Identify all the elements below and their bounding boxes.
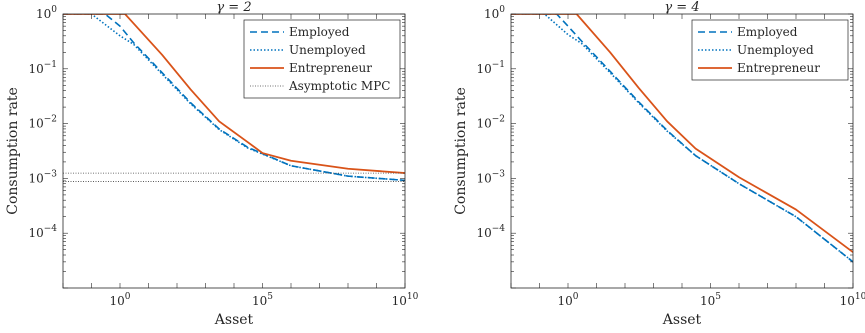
tick-marks bbox=[62, 13, 406, 289]
x-tick-label: 1010 bbox=[392, 292, 419, 308]
x-axis-label: Asset bbox=[214, 312, 254, 328]
legend-box bbox=[243, 19, 401, 99]
y-tick-label: 10−3 bbox=[28, 169, 57, 185]
y-tick-label: 10−4 bbox=[476, 224, 505, 240]
x-tick-label: 105 bbox=[252, 292, 273, 308]
legend-label: Employed bbox=[289, 25, 350, 39]
legend-label: Entrepreneur bbox=[289, 61, 372, 75]
y-tick-label: 100 bbox=[484, 5, 505, 21]
tick-marks bbox=[510, 13, 854, 289]
x-tick-label: 105 bbox=[700, 292, 721, 308]
series-line-entrepreneur bbox=[511, 14, 853, 253]
series-group bbox=[511, 14, 853, 263]
x-tick-label: 100 bbox=[557, 292, 578, 308]
y-tick-label: 100 bbox=[36, 5, 57, 21]
series-line-employed bbox=[511, 14, 853, 263]
series-line-entrepreneur bbox=[63, 14, 405, 174]
legend-label: Asymptotic MPC bbox=[288, 79, 390, 93]
series-line-unemployed bbox=[63, 14, 405, 182]
x-tick-label: 1010 bbox=[840, 292, 865, 308]
y-tick-label: 10−1 bbox=[28, 60, 57, 76]
y-tick-label: 10−2 bbox=[28, 115, 57, 131]
chart-panel-1: 100 105 1010 100 10−1 10−2 10−3 10−4 γ = 2 Asset C… bbox=[5, 0, 419, 328]
legend-label: Unemployed bbox=[737, 43, 814, 57]
legend: Employed Unemployed Entrepreneur bbox=[691, 19, 849, 81]
y-tick-label: 10−4 bbox=[28, 224, 57, 240]
legend: Employed Unemployed Entrepreneur Asymptotic… bbox=[243, 19, 401, 99]
x-tick-label: 100 bbox=[109, 292, 130, 308]
series-group bbox=[63, 14, 405, 182]
x-axis-label: Asset bbox=[662, 312, 702, 328]
y-axis-label: Consumption rate bbox=[453, 87, 469, 215]
y-tick-label: 10−1 bbox=[476, 60, 505, 76]
legend-label: Unemployed bbox=[289, 43, 366, 57]
y-tick-label: 10−2 bbox=[476, 115, 505, 131]
legend-label: Employed bbox=[737, 25, 798, 39]
legend-label: Entrepreneur bbox=[737, 61, 820, 75]
chart-panel-2: 100 105 1010 100 10−1 10−2 10−3 10−4 γ = 4 Asset C… bbox=[453, 0, 865, 328]
legend-box bbox=[691, 19, 849, 81]
chart-title: γ = 2 bbox=[216, 0, 251, 15]
y-axis-label: Consumption rate bbox=[5, 87, 21, 215]
y-tick-label: 10−3 bbox=[476, 169, 505, 185]
chart-title: γ = 4 bbox=[664, 0, 699, 15]
